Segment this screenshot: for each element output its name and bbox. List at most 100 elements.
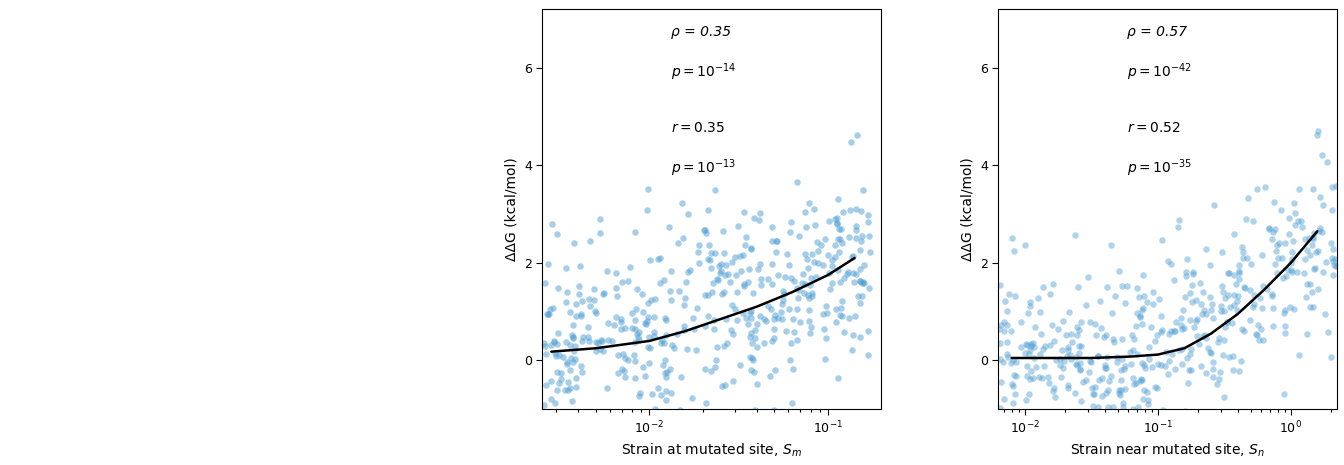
Point	[798, 294, 820, 302]
Point	[535, 350, 556, 358]
Point	[1246, 332, 1267, 339]
Point	[1042, 322, 1063, 329]
Point	[1039, 341, 1060, 348]
Point	[1251, 305, 1273, 312]
Point	[852, 232, 874, 239]
Point	[743, 214, 765, 222]
Point	[1020, 343, 1042, 350]
Point	[1039, 290, 1060, 298]
Point	[859, 232, 880, 239]
Point	[712, 343, 734, 350]
Point	[644, 332, 665, 339]
Point	[806, 238, 828, 246]
Point	[1068, 415, 1090, 423]
Point	[1097, 403, 1118, 411]
Point	[1148, 360, 1169, 367]
Point	[1273, 391, 1294, 398]
Point	[1180, 345, 1202, 353]
Point	[1249, 336, 1270, 343]
Point	[735, 241, 757, 249]
Point	[1261, 290, 1282, 298]
Point	[1195, 311, 1216, 318]
Point	[1302, 233, 1324, 241]
Point	[1015, 241, 1036, 248]
Point	[1284, 199, 1305, 207]
Point	[1176, 411, 1198, 418]
Point	[1228, 367, 1250, 374]
Point	[556, 288, 578, 295]
Point	[741, 366, 762, 373]
Point	[991, 321, 1012, 329]
Point	[1220, 303, 1242, 310]
Point	[1067, 284, 1089, 291]
Point	[1089, 407, 1110, 415]
Point	[656, 369, 677, 376]
Point	[1301, 288, 1322, 296]
Point	[1231, 325, 1253, 332]
Point	[1035, 342, 1056, 349]
Point	[699, 257, 720, 264]
Point	[1214, 294, 1235, 302]
Point	[1142, 301, 1164, 308]
Point	[566, 300, 587, 308]
Point	[825, 306, 847, 313]
Point	[1179, 366, 1200, 373]
Point	[571, 338, 593, 345]
Point	[673, 327, 695, 334]
Point	[641, 391, 663, 398]
Point	[852, 279, 874, 287]
Point	[1220, 319, 1242, 327]
Point	[542, 305, 563, 312]
Point	[771, 316, 793, 323]
Point	[700, 250, 722, 257]
Point	[1308, 247, 1329, 255]
Point	[569, 283, 590, 290]
Point	[839, 234, 860, 241]
Point	[1251, 251, 1273, 259]
Point	[638, 256, 660, 263]
Point	[829, 235, 851, 242]
Point	[1215, 324, 1236, 331]
Point	[853, 261, 875, 269]
Point	[1091, 374, 1113, 381]
Point	[1068, 326, 1090, 333]
Point	[617, 277, 638, 285]
Point	[722, 377, 743, 385]
Point	[695, 399, 716, 407]
Point	[621, 325, 642, 332]
Point	[653, 315, 675, 322]
Point	[1168, 346, 1189, 354]
Point	[773, 287, 794, 295]
Point	[805, 221, 827, 228]
Point	[1082, 384, 1103, 392]
Point	[1322, 257, 1344, 265]
Point	[786, 305, 808, 312]
Point	[536, 310, 558, 318]
Point	[1223, 231, 1245, 238]
Point	[587, 339, 609, 346]
Point	[1116, 283, 1137, 290]
Point	[1212, 289, 1234, 296]
Text: $r = 0.52$: $r = 0.52$	[1128, 121, 1181, 135]
Point	[1058, 414, 1079, 421]
Point	[1175, 272, 1196, 280]
Point	[1114, 385, 1136, 392]
Point	[1090, 298, 1111, 305]
Point	[734, 280, 755, 288]
Point	[763, 406, 785, 414]
Point	[1124, 335, 1145, 343]
Point	[774, 273, 796, 280]
Point	[839, 206, 860, 214]
Point	[1114, 415, 1136, 423]
Point	[749, 312, 770, 320]
Point	[784, 277, 805, 285]
Point	[1085, 331, 1106, 339]
Point	[1128, 403, 1149, 411]
Point	[1255, 184, 1277, 191]
Point	[593, 291, 614, 298]
Point	[1274, 329, 1296, 336]
Point	[773, 290, 794, 297]
Point	[555, 386, 577, 393]
Point	[797, 256, 818, 263]
Point	[1027, 294, 1048, 302]
